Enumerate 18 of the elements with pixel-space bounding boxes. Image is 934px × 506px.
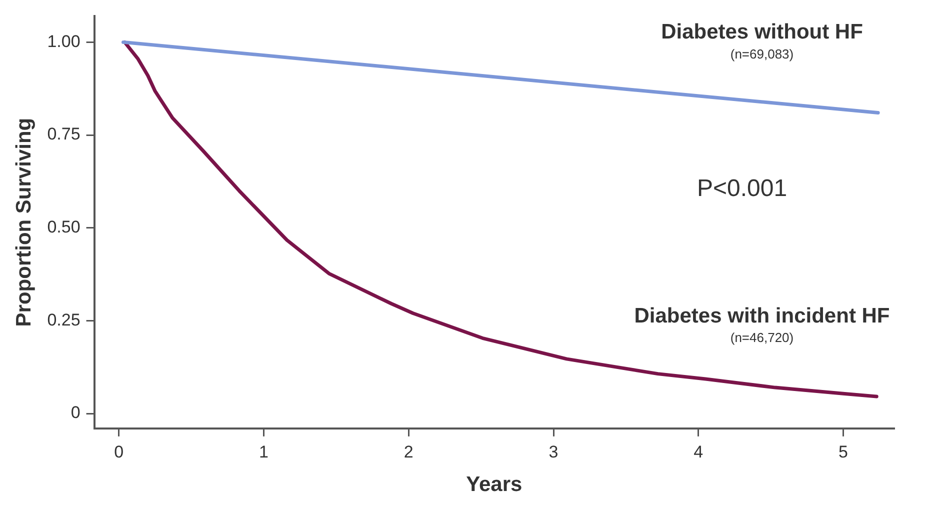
text: Diabetes without HF [661, 20, 864, 44]
y-tick-label: 0.50 [47, 218, 80, 237]
x-tick-label: 2 [404, 442, 414, 462]
annotation: P<0.001 [697, 174, 788, 202]
y-tick-label: 0 [70, 403, 80, 422]
x-tick-label: 3 [548, 442, 558, 462]
y-tick-label: 0.75 [47, 124, 80, 144]
x-tick-label: 0 [114, 442, 124, 462]
x-tick-label: 1 [259, 442, 269, 462]
y-tick-label: 1.00 [47, 32, 80, 51]
x-tick-label: 4 [694, 442, 704, 462]
annotation: (n=69,083) [730, 46, 794, 62]
annotation: (n=46,720) [730, 330, 794, 346]
y-axis-title: Proportion Surviving [12, 118, 36, 327]
text: Diabetes with incident HF [634, 304, 890, 328]
y-tick-label: 0.25 [47, 310, 80, 330]
x-tick-label: 5 [838, 442, 848, 462]
x-axis-title: Years [466, 473, 522, 496]
